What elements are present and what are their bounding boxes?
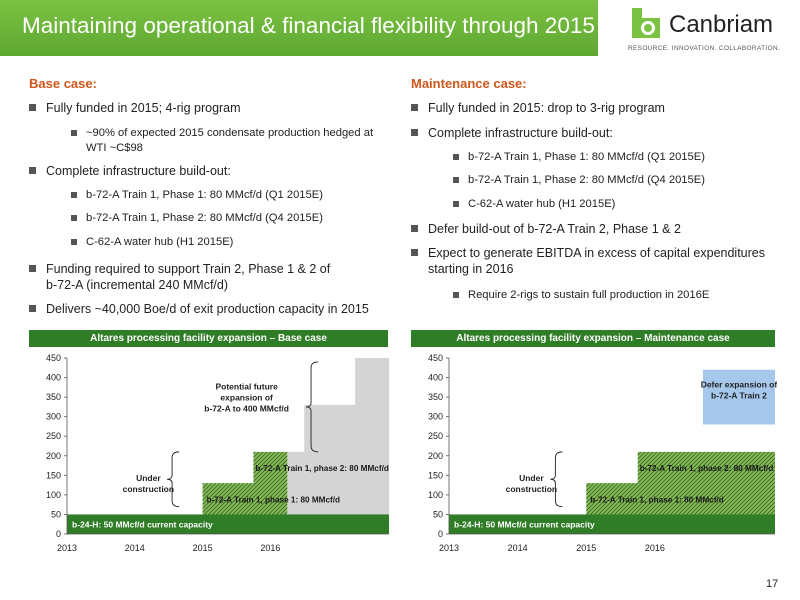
y-tick-label: 50 <box>433 509 443 519</box>
maintenance-chart-title: Altares processing facility expansion – … <box>411 330 775 347</box>
bullet-square-icon <box>71 192 77 198</box>
y-tick-label: 50 <box>51 509 61 519</box>
maint-bullet-3: Defer build-out of b-72-A Train 2, Phase… <box>411 221 681 237</box>
series-label-phase1: b-72-A Train 1, phase 1: 80 MMcf/d <box>207 495 340 504</box>
base-sub-bullet-water-hub: C-62-A water hub (H1 2015E) <box>71 235 233 250</box>
future-expansion-area <box>287 358 389 534</box>
logo-tagline: RESOURCE. INNOVATION. COLLABORATION. <box>628 45 781 52</box>
under-construction-brace <box>550 451 563 508</box>
annotation-future-2: expansion of <box>220 392 273 402</box>
y-tick-label: 0 <box>438 529 443 539</box>
y-tick-label: 350 <box>46 392 61 402</box>
x-tick-label: 2016 <box>645 543 665 553</box>
annotation-future-1: Potential future <box>215 381 278 391</box>
y-tick-label: 350 <box>428 392 443 402</box>
bullet-square-icon <box>29 265 36 272</box>
x-tick-label: 2015 <box>193 543 213 553</box>
y-tick-label: 250 <box>46 431 61 441</box>
annotation-construction: construction <box>123 484 174 494</box>
y-tick-label: 150 <box>46 470 61 480</box>
series-label-phase2: b-72-A Train 1, phase 2: 80 MMcf/d <box>255 464 388 473</box>
annotation-under: Under <box>136 473 161 483</box>
canbriam-logo-icon <box>632 8 660 38</box>
y-tick-label: 400 <box>428 373 443 383</box>
logo-name: Canbriam <box>669 11 774 38</box>
x-tick-label: 2015 <box>576 543 596 553</box>
maint-sub-bullet-phase1: b-72-A Train 1, Phase 1: 80 MMcf/d (Q1 2… <box>453 150 705 165</box>
base-bullet-1: Fully funded in 2015; 4-rig program <box>29 100 241 116</box>
maint-sub-bullet-water-hub: C-62-A water hub (H1 2015E) <box>453 197 615 212</box>
y-tick-label: 150 <box>428 470 443 480</box>
under-construction-brace <box>167 451 180 508</box>
base-sub-bullet-phase1: b-72-A Train 1, Phase 1: 80 MMcf/d (Q1 2… <box>71 188 323 203</box>
page-number: 17 <box>766 578 779 590</box>
y-tick-label: 100 <box>428 490 443 500</box>
y-tick-label: 200 <box>46 451 61 461</box>
y-tick-label: 100 <box>46 490 61 500</box>
company-logo: Canbriam RESOURCE. INNOVATION. COLLABORA… <box>628 4 798 54</box>
annotation-construction: construction <box>506 484 557 494</box>
bullet-square-icon <box>411 104 418 111</box>
maint-sub-bullet-phase2: b-72-A Train 1, Phase 2: 80 MMcf/d (Q4 2… <box>453 173 705 188</box>
y-tick-label: 450 <box>428 353 443 363</box>
x-tick-label: 2013 <box>439 543 459 553</box>
maintenance-case-chart: 0 50 100 150 200 250 300 350 400 450 2013 2014 2015 2… <box>428 353 777 553</box>
base-bullet-3: Funding required to support Train 2, Pha… <box>29 261 330 293</box>
bullet-square-icon <box>411 129 418 136</box>
current-capacity-band <box>67 514 389 534</box>
capacity-step-area <box>67 451 288 534</box>
base-sub-bullet-phase2: b-72-A Train 1, Phase 2: 80 MMcf/d (Q4 2… <box>71 211 323 226</box>
base-bullet-2: Complete infrastructure build-out: <box>29 163 231 179</box>
bullet-square-icon <box>71 215 77 221</box>
x-tick-label: 2013 <box>57 543 77 553</box>
y-tick-label: 400 <box>46 373 61 383</box>
capacity-step-area <box>449 451 775 534</box>
y-tick-label: 0 <box>56 529 61 539</box>
defer-expansion-box <box>702 369 775 425</box>
annotation-future-3: b-72-A to 400 MMcf/d <box>204 403 289 413</box>
y-tick-label: 450 <box>46 353 61 363</box>
base-bullet-4: Delivers ~40,000 Boe/d of exit productio… <box>29 301 369 317</box>
title-bar: Maintaining operational & financial flex… <box>0 0 598 56</box>
maint-bullet-4: Expect to generate EBITDA in excess of c… <box>411 245 765 277</box>
bullet-square-icon <box>71 239 77 245</box>
bullet-square-icon <box>29 104 36 111</box>
maintenance-case-heading: Maintenance case: <box>411 76 527 91</box>
series-label-current-capacity: b-24-H: 50 MMcf/d current capacity <box>454 520 595 530</box>
bullet-square-icon <box>411 225 418 232</box>
bullet-square-icon <box>453 292 459 298</box>
base-case-chart: 0 50 100 150 200 250 300 350 400 450 2013 2014 2015 2… <box>46 353 389 553</box>
base-sub-bullet-hedge: ~90% of expected 2015 condensate product… <box>71 126 373 156</box>
bullet-square-icon <box>453 154 459 160</box>
maint-bullet-2: Complete infrastructure build-out: <box>411 125 613 141</box>
maint-bullet-1: Fully funded in 2015: drop to 3-rig prog… <box>411 100 665 116</box>
base-chart-title: Altares processing facility expansion – … <box>29 330 388 347</box>
bullet-square-icon <box>411 249 418 256</box>
annotation-under: Under <box>519 473 544 483</box>
bullet-square-icon <box>29 305 36 312</box>
y-tick-label: 300 <box>428 412 443 422</box>
y-tick-label: 200 <box>428 451 443 461</box>
base-case-heading: Base case: <box>29 76 97 91</box>
x-tick-label: 2014 <box>508 543 528 553</box>
page-title: Maintaining operational & financial flex… <box>22 13 595 38</box>
bullet-square-icon <box>453 177 459 183</box>
x-tick-label: 2014 <box>125 543 145 553</box>
annotation-defer-1: Defer expansion of <box>701 379 777 389</box>
current-capacity-band <box>449 514 775 534</box>
bullet-square-icon <box>453 201 459 207</box>
series-label-current-capacity: b-24-H: 50 MMcf/d current capacity <box>72 520 213 530</box>
annotation-defer-2: b-72-A Train 2 <box>711 390 767 400</box>
bullet-square-icon <box>71 130 77 136</box>
x-tick-label: 2016 <box>260 543 280 553</box>
y-tick-label: 300 <box>46 412 61 422</box>
series-label-phase2: b-72-A Train 1, phase 2: 80 MMcf/d <box>640 464 773 473</box>
bullet-square-icon <box>29 167 36 174</box>
series-label-phase1: b-72-A Train 1, phase 1: 80 MMcf/d <box>590 495 723 504</box>
y-tick-label: 250 <box>428 431 443 441</box>
maint-sub-bullet-rigs: Require 2-rigs to sustain full productio… <box>453 288 709 303</box>
